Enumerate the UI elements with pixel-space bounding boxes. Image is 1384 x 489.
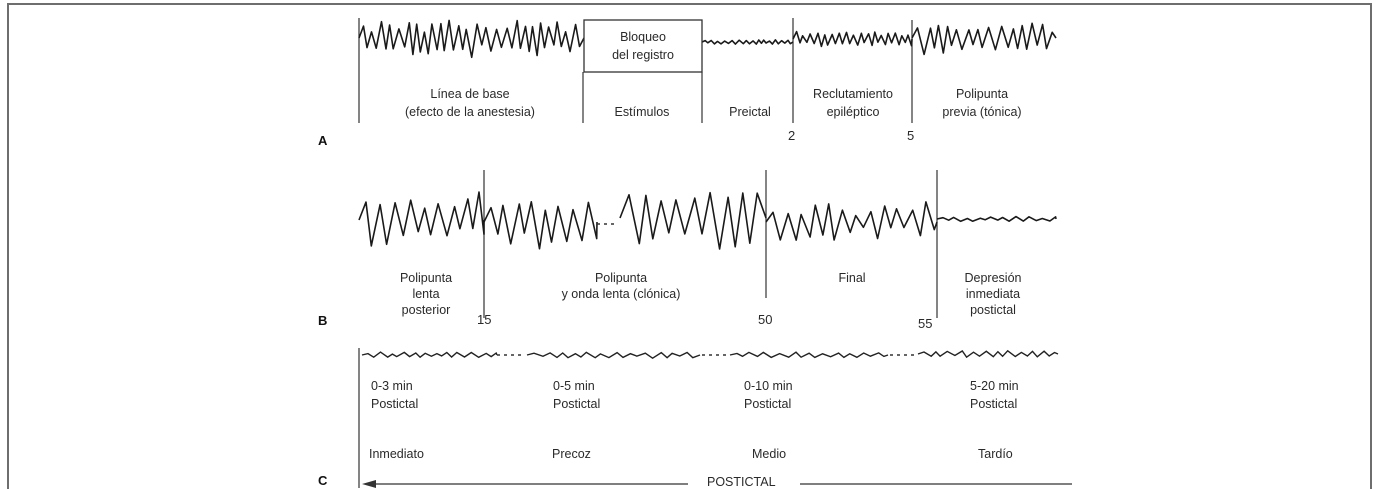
eeg-trace-preictal (701, 39, 794, 45)
panel-b-letter: B (318, 313, 327, 328)
eeg-trace-final (765, 201, 938, 241)
eeg-trace-postictal-immediate (361, 351, 498, 359)
segment-label-preictal: Preictal (729, 105, 771, 119)
panel-c-letter: C (318, 473, 328, 488)
segment-label-tonic: Polipunta (956, 87, 1008, 101)
segment-label-baseline: Línea de base (430, 87, 509, 101)
eeg-trace-postictal-late (917, 349, 1059, 359)
time-tick: 15 (477, 312, 491, 327)
eeg-trace-postictal-early (526, 351, 701, 360)
segment-label-tonic: previa (tónica) (942, 105, 1021, 119)
duration-label: 0-3 min (371, 379, 413, 393)
duration-label: 5-20 min (970, 379, 1019, 393)
panel-c: C 0-3 min Postictal 0-5 min Postictal 0-… (318, 348, 1072, 488)
time-tick: 50 (758, 312, 772, 327)
eeg-trace-postictal-middle (729, 351, 889, 359)
postictal-arrow-label: POSTICTAL (707, 475, 776, 488)
time-tick: 2 (788, 128, 795, 143)
phase-label: Tardío (978, 447, 1013, 461)
segment-label-postictal-depression: postictal (970, 303, 1016, 317)
segment-label-recruitment: epiléptico (827, 105, 880, 119)
recording-block-label-line: del registro (612, 48, 674, 62)
panel-b: B Polipunta lenta posterior Polipunta y … (318, 170, 1057, 331)
segment-label-slow-polyspike: Polipunta (400, 271, 452, 285)
duration-label: 0-5 min (553, 379, 595, 393)
panel-a-letter: A (318, 133, 328, 148)
phase-label: Precoz (552, 447, 591, 461)
eeg-trace-clonic-part1 (483, 201, 598, 250)
recording-block-box (583, 19, 703, 73)
time-tick: 5 (907, 128, 914, 143)
figure-frame (7, 3, 1372, 489)
eeg-trace-postictal-depression (936, 215, 1057, 223)
segment-label-postictal-depression: inmediata (966, 287, 1020, 301)
segment-label-slow-polyspike: lenta (412, 287, 439, 301)
eeg-trace-slow-polyspike (358, 191, 485, 247)
phase-label: Inmediato (369, 447, 424, 461)
segment-label-stimuli: Estímulos (615, 105, 670, 119)
segment-label-final: Final (838, 271, 865, 285)
duration-label: Postictal (553, 397, 600, 411)
eeg-trace-baseline (358, 19, 585, 59)
segment-label-clonic: Polipunta (595, 271, 647, 285)
eeg-trace-clonic-part2 (619, 191, 767, 250)
recording-block-label-line: Bloqueo (620, 30, 666, 44)
segment-label-postictal-depression: Depresión (965, 271, 1022, 285)
segment-label-recruitment: Reclutamiento (813, 87, 893, 101)
panel-a: A Bloqueo del registro Línea de base (ef… (318, 18, 1057, 148)
segment-label-slow-polyspike: posterior (402, 303, 451, 317)
postictal-arrow-head (362, 480, 376, 488)
time-tick: 55 (918, 316, 932, 331)
segment-label-clonic: y onda lenta (clónica) (562, 287, 681, 301)
duration-label: Postictal (970, 397, 1017, 411)
duration-label: Postictal (371, 397, 418, 411)
eeg-trace-recruitment (792, 30, 913, 48)
duration-label: 0-10 min (744, 379, 793, 393)
eeg-trace-tonic-polyspike (911, 22, 1057, 56)
duration-label: Postictal (744, 397, 791, 411)
phase-label: Medio (752, 447, 786, 461)
segment-label-baseline: (efecto de la anestesia) (405, 105, 535, 119)
